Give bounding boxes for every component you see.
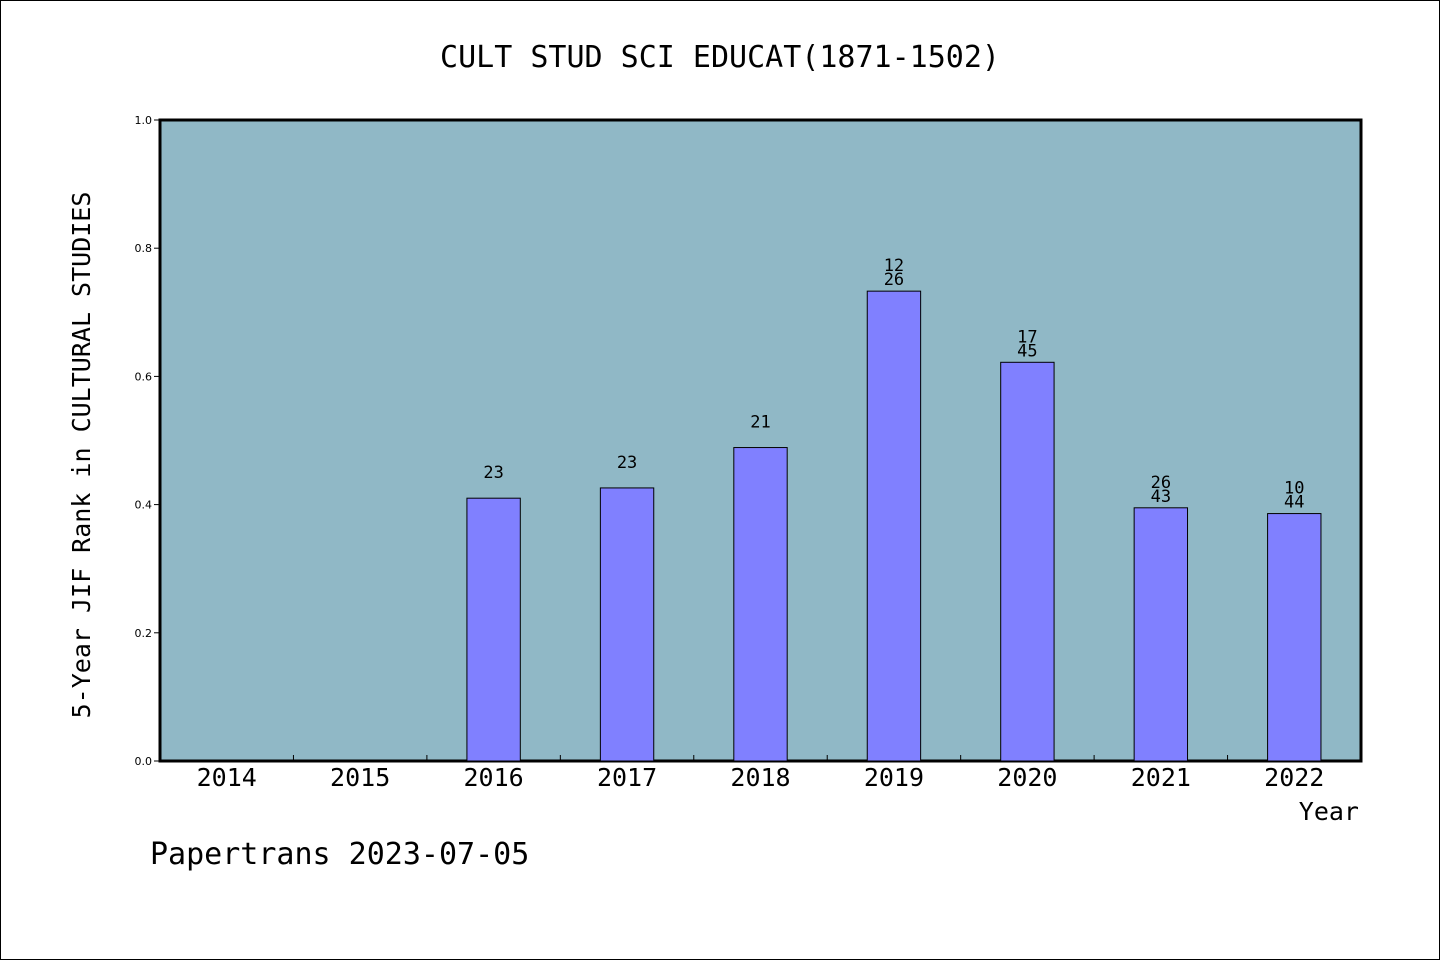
y-tick-label: 0.6 xyxy=(135,370,153,383)
x-tick-label: 2015 xyxy=(330,763,390,792)
bar xyxy=(866,290,922,762)
y-axis-label: 5-Year JIF Rank in CULTURAL STUDIES xyxy=(67,192,96,719)
x-axis-label: Year xyxy=(1299,797,1359,826)
y-tick-label: 0.8 xyxy=(135,242,153,255)
x-tick-label: 2021 xyxy=(1131,763,1191,792)
y-axis: 0.0 0.2 0.4 0.6 0.8 1.0 xyxy=(135,114,160,768)
bar xyxy=(466,497,521,762)
bar-data-label: 21 xyxy=(750,413,770,433)
bar-data-label: 10 xyxy=(1284,479,1304,499)
bar-data-label: 12 xyxy=(884,256,904,276)
y-tick-label: 1.0 xyxy=(135,114,153,127)
x-tick-label: 2019 xyxy=(864,763,924,792)
bar-series xyxy=(466,290,1322,762)
bar-data-label: 17 xyxy=(1017,327,1037,347)
x-tick-label: 2017 xyxy=(597,763,657,792)
bar-data-label: 43 xyxy=(1151,487,1171,507)
bar xyxy=(599,487,655,762)
bar-data-label: 45 xyxy=(1017,341,1037,361)
x-tick-label: 2020 xyxy=(997,763,1057,792)
y-tick-label: 0.0 xyxy=(135,755,153,768)
watermark-text: Papertrans 2023-07-05 xyxy=(150,837,529,872)
bar-data-label: 44 xyxy=(1284,493,1304,513)
bar xyxy=(1267,513,1322,762)
x-tick-label: 2022 xyxy=(1264,763,1324,792)
bar-data-label: 26 xyxy=(884,270,904,290)
y-tick-label: 0.4 xyxy=(135,499,153,512)
bar xyxy=(733,447,788,762)
bar xyxy=(1133,507,1189,762)
x-tick-label: 2014 xyxy=(197,763,257,792)
bar-data-label: 23 xyxy=(617,453,637,473)
chart-title: CULT STUD SCI EDUCAT(1871-1502) xyxy=(440,40,1000,75)
bar-data-label: 23 xyxy=(483,463,503,483)
bar-data-label: 26 xyxy=(1151,473,1171,493)
y-tick-label: 0.2 xyxy=(135,627,153,640)
x-axis: 2014 2015 2016 2017 2018 2019 2020 2021 2022 xyxy=(197,755,1324,792)
x-tick-label: 2016 xyxy=(464,763,524,792)
x-tick-label: 2018 xyxy=(730,763,790,792)
bar xyxy=(1000,361,1055,762)
